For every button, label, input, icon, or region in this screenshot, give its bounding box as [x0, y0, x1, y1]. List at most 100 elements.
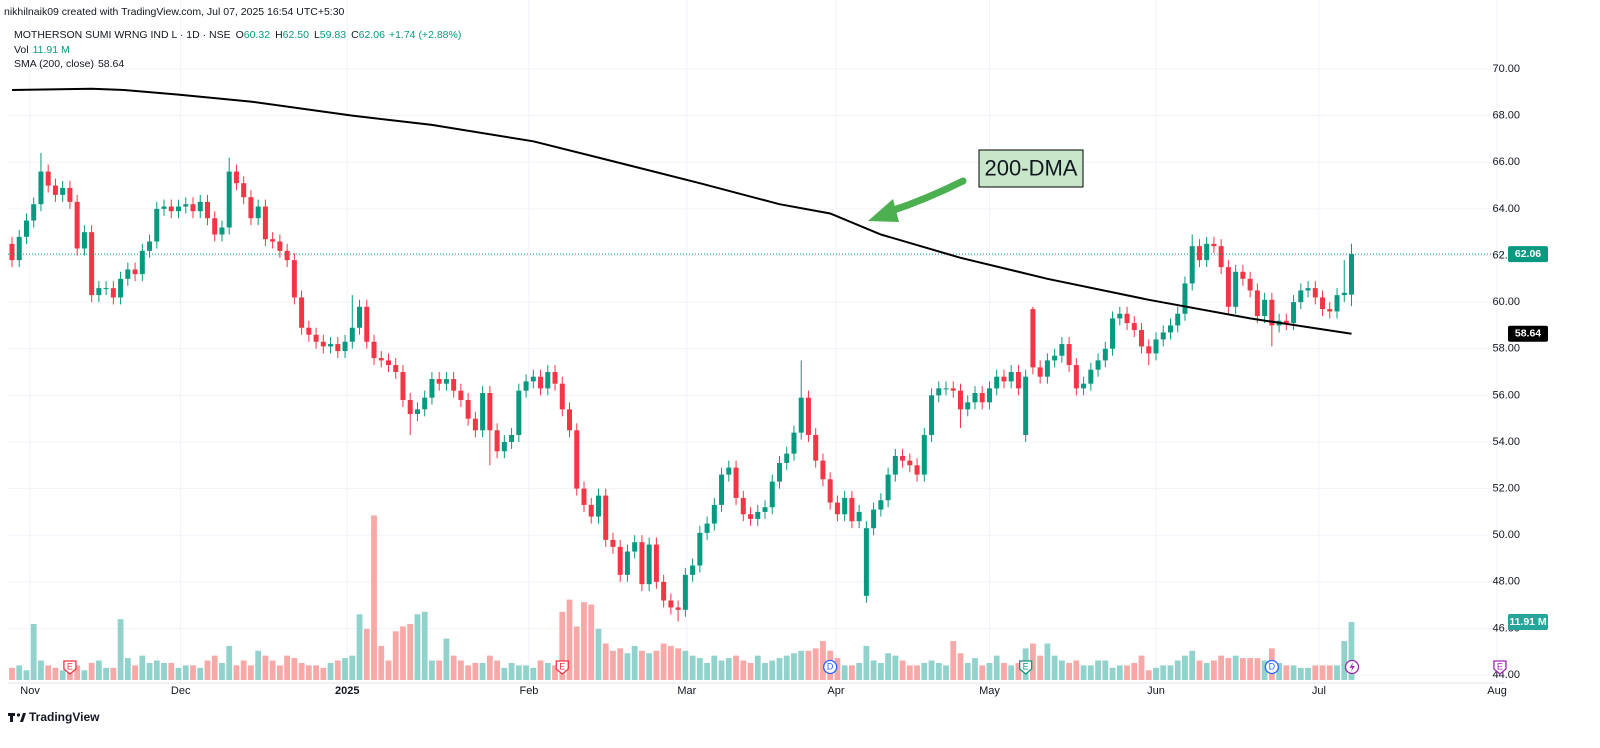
event-label: D — [827, 661, 834, 671]
volume-bar — [1051, 655, 1058, 680]
volume-bar — [921, 662, 928, 680]
candle-body — [9, 243, 15, 261]
candle-body — [335, 344, 341, 352]
volume-bar — [414, 614, 421, 680]
candle-body — [632, 542, 638, 552]
candle-body — [45, 171, 51, 186]
volume-bar — [320, 667, 327, 680]
sma-value: 58.64 — [98, 58, 124, 70]
candle-body — [313, 334, 319, 342]
candle-body — [1334, 295, 1340, 312]
volume-bar — [378, 645, 385, 680]
volume-bar — [950, 641, 957, 680]
y-tick-label: 64.00 — [1492, 203, 1520, 215]
candle-body — [885, 474, 891, 501]
event-badge[interactable] — [63, 660, 77, 675]
candle-body — [1189, 246, 1195, 284]
volume-bar — [255, 650, 262, 680]
candle-body — [936, 388, 942, 396]
candle-body — [436, 379, 442, 384]
event-badge[interactable] — [1264, 659, 1280, 675]
volume-bar — [639, 650, 645, 680]
candle-body — [762, 507, 768, 512]
volume-bar — [689, 655, 696, 680]
candle-body — [1102, 348, 1108, 361]
candle-body — [994, 376, 1000, 389]
candle-body — [863, 528, 869, 596]
y-tick-label: 52.00 — [1492, 482, 1520, 494]
candle-body — [595, 495, 601, 517]
candle-body — [965, 402, 971, 410]
volume-bar — [16, 665, 23, 680]
candle-body — [494, 430, 500, 452]
candle-body — [1073, 365, 1079, 389]
candle-body — [907, 460, 913, 466]
candle-body — [914, 465, 920, 475]
volume-bar — [631, 645, 638, 680]
candle-body — [451, 379, 457, 391]
volume-bar — [581, 602, 587, 680]
candle-body — [1240, 271, 1246, 279]
volume-bar — [1189, 650, 1196, 680]
event-badge[interactable] — [555, 660, 569, 675]
volume-bar — [595, 628, 602, 680]
volume-bar — [783, 655, 790, 680]
volume-bar — [1167, 665, 1174, 680]
candle-body — [429, 379, 435, 398]
candle-body — [530, 376, 536, 382]
volume-bar — [124, 658, 131, 680]
volume-bar — [972, 658, 978, 680]
volume-bar — [38, 660, 44, 680]
volume-bar — [465, 665, 472, 680]
volume-bar — [1341, 641, 1348, 680]
event-badge[interactable] — [1493, 660, 1507, 675]
candle-body — [1341, 292, 1347, 296]
candle-body — [465, 400, 471, 419]
candle-body — [125, 269, 131, 279]
volume-bar — [776, 658, 783, 680]
volume-bar — [327, 662, 334, 680]
candle-body — [856, 511, 862, 522]
volume-bar — [117, 619, 124, 680]
candle-body — [697, 532, 703, 566]
x-tick-label: Mar — [677, 685, 696, 697]
ohlc-value: 60.32 — [244, 29, 270, 41]
candle-body — [1037, 367, 1043, 377]
candle-body — [110, 288, 116, 298]
candle-body — [385, 360, 391, 366]
candle-body — [393, 365, 399, 373]
volume-bar — [957, 653, 964, 680]
volume-bar — [1348, 621, 1355, 680]
candle-body — [958, 390, 964, 410]
sma-tag-bg — [1508, 325, 1548, 342]
volume-bar — [1102, 660, 1109, 680]
candle-body — [668, 600, 674, 608]
candle-body — [538, 376, 544, 389]
candle-body — [458, 390, 464, 401]
candle-body — [371, 341, 377, 359]
candle-body — [81, 232, 87, 249]
volume-bar — [863, 645, 870, 680]
candle-body — [103, 288, 109, 290]
volume-bar — [81, 670, 88, 680]
annotation-arrow — [884, 177, 967, 216]
volume-bar — [385, 660, 392, 680]
candle-body — [581, 488, 587, 505]
ohlc-value: 62.06 — [359, 29, 385, 41]
volume-bar — [1319, 665, 1326, 680]
annotation-arrowhead — [868, 199, 899, 222]
event-badge[interactable] — [823, 659, 838, 675]
volume-bar — [718, 660, 725, 680]
volume-pane — [9, 515, 1355, 680]
candle-body — [212, 218, 218, 235]
volume-bar — [1153, 667, 1159, 680]
candle-body — [147, 241, 153, 251]
volume-bar — [9, 667, 15, 680]
volume-bar — [168, 662, 175, 680]
volume-bar — [573, 626, 580, 680]
candle-body — [690, 565, 696, 575]
candle-body — [74, 201, 80, 249]
credit: nikhilnaik09 created with TradingView.co… — [4, 6, 345, 18]
event-badge[interactable] — [1019, 660, 1033, 675]
event-label: E — [559, 661, 565, 671]
